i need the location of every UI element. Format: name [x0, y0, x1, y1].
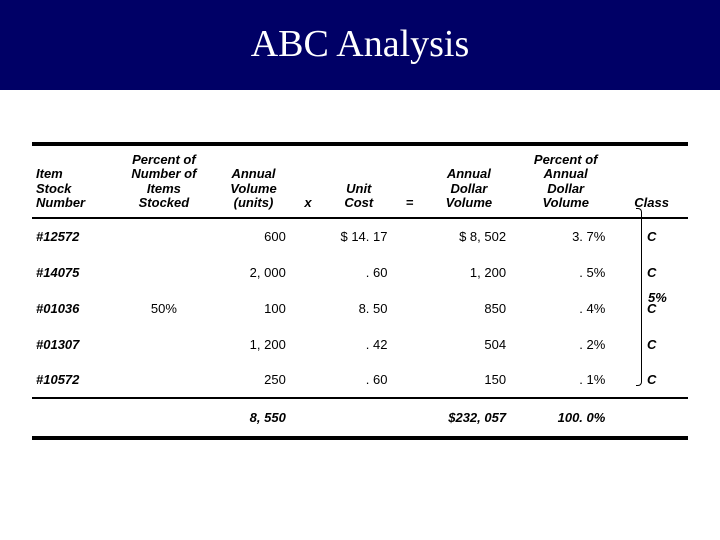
slide-title: ABC Analysis	[0, 0, 720, 90]
cell-pct	[117, 326, 211, 362]
cell-x	[296, 254, 320, 290]
cell-dollar: 850	[422, 290, 516, 326]
cell-item	[32, 398, 117, 438]
col-pct-dollar: Percent ofAnnualDollarVolume	[516, 144, 615, 218]
cell-cost	[320, 398, 397, 438]
cell-pdv: . 1%	[516, 362, 615, 398]
cell-class	[615, 398, 688, 438]
cell-x	[296, 326, 320, 362]
cell-vol: 250	[211, 362, 296, 398]
cell-vol: 2, 000	[211, 254, 296, 290]
cell-dollar: $ 8, 502	[422, 218, 516, 254]
col-eq: =	[397, 144, 421, 218]
abc-table: ItemStockNumber Percent ofNumber ofItems…	[32, 142, 688, 440]
cell-pct	[117, 362, 211, 398]
table-row: #01036 50% 100 8. 50 850 . 4% C	[32, 290, 688, 326]
cell-dollar: 504	[422, 326, 516, 362]
cell-x	[296, 218, 320, 254]
cell-cost: 8. 50	[320, 290, 397, 326]
total-vol: 8, 550	[211, 398, 296, 438]
cell-eq	[397, 326, 421, 362]
cell-eq	[397, 218, 421, 254]
table-row: #14075 2, 000 . 60 1, 200 . 5% C	[32, 254, 688, 290]
cell-x	[296, 398, 320, 438]
col-class: Class	[615, 144, 688, 218]
cell-cost: $ 14. 17	[320, 218, 397, 254]
class-c-bracket-label: 5%	[648, 290, 667, 305]
cell-eq	[397, 254, 421, 290]
cell-dollar: 150	[422, 362, 516, 398]
cell-pct	[117, 398, 211, 438]
table-row: #12572 600 $ 14. 17 $ 8, 502 3. 7% C	[32, 218, 688, 254]
cell-vol: 600	[211, 218, 296, 254]
cell-class: C	[615, 218, 688, 254]
col-pct-items: Percent ofNumber ofItemsStocked	[117, 144, 211, 218]
cell-x	[296, 290, 320, 326]
cell-pdv: . 2%	[516, 326, 615, 362]
table-row: #10572 250 . 60 150 . 1% C	[32, 362, 688, 398]
total-pdv: 100. 0%	[516, 398, 615, 438]
cell-item: #10572	[32, 362, 117, 398]
cell-pct	[117, 218, 211, 254]
col-annual-vol: AnnualVolume(units)	[211, 144, 296, 218]
cell-dollar: 1, 200	[422, 254, 516, 290]
col-dollar-vol: AnnualDollarVolume	[422, 144, 516, 218]
col-x: x	[296, 144, 320, 218]
col-unit-cost: UnitCost	[320, 144, 397, 218]
cell-item: #14075	[32, 254, 117, 290]
cell-class: C	[615, 326, 688, 362]
class-c-bracket	[636, 208, 642, 386]
cell-eq	[397, 290, 421, 326]
cell-item: #12572	[32, 218, 117, 254]
table-row: #01307 1, 200 . 42 504 . 2% C	[32, 326, 688, 362]
cell-item: #01036	[32, 290, 117, 326]
totals-row: 8, 550 $232, 057 100. 0%	[32, 398, 688, 438]
cell-item: #01307	[32, 326, 117, 362]
cell-pdv: 3. 7%	[516, 218, 615, 254]
cell-pct	[117, 254, 211, 290]
cell-class: C	[615, 362, 688, 398]
header-row: ItemStockNumber Percent ofNumber ofItems…	[32, 144, 688, 218]
cell-pct: 50%	[117, 290, 211, 326]
cell-x	[296, 362, 320, 398]
cell-eq	[397, 398, 421, 438]
cell-class: C	[615, 254, 688, 290]
cell-pdv: . 5%	[516, 254, 615, 290]
cell-cost: . 42	[320, 326, 397, 362]
abc-table-wrap: ItemStockNumber Percent ofNumber ofItems…	[32, 142, 688, 440]
cell-eq	[397, 362, 421, 398]
total-dollar: $232, 057	[422, 398, 516, 438]
cell-vol: 1, 200	[211, 326, 296, 362]
cell-pdv: . 4%	[516, 290, 615, 326]
cell-cost: . 60	[320, 362, 397, 398]
cell-vol: 100	[211, 290, 296, 326]
col-item: ItemStockNumber	[32, 144, 117, 218]
cell-cost: . 60	[320, 254, 397, 290]
